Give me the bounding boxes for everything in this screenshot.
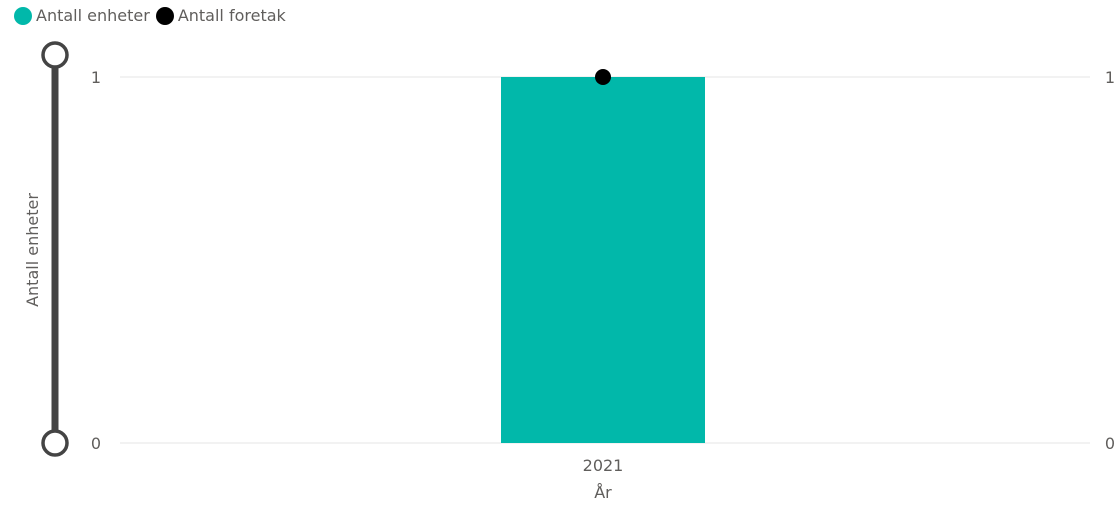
legend: Antall enheter Antall foretak xyxy=(14,6,286,25)
legend-item-antall-enheter[interactable]: Antall enheter xyxy=(14,6,150,25)
legend-swatch-teal xyxy=(14,6,32,25)
y-tick-label: 0 xyxy=(91,434,101,453)
bars xyxy=(501,77,705,443)
x-axis-ticks: 2021 xyxy=(583,456,624,475)
points xyxy=(595,69,611,85)
y2-tick-label: 0 xyxy=(1105,434,1115,453)
legend-label-antall-enheter: Antall enheter xyxy=(36,6,150,25)
y2-tick-label: 1 xyxy=(1105,68,1115,87)
bar[interactable] xyxy=(501,77,705,443)
legend-swatch-black xyxy=(155,6,174,25)
legend-item-antall-foretak[interactable]: Antall foretak xyxy=(155,6,286,25)
slider-handle-min[interactable] xyxy=(41,429,69,457)
range-slider[interactable] xyxy=(41,41,69,457)
legend-label-antall-foretak: Antall foretak xyxy=(177,6,286,25)
y-axis-ticks: 01 xyxy=(91,68,101,453)
y-axis-title: Antall enheter xyxy=(23,193,42,307)
y-tick-label: 1 xyxy=(91,68,101,87)
slider-handle-max[interactable] xyxy=(41,41,69,69)
x-tick-label: 2021 xyxy=(583,456,624,475)
x-axis-title: År xyxy=(594,483,612,502)
data-point[interactable] xyxy=(595,69,611,85)
y2-axis-ticks: 01 xyxy=(1105,68,1115,453)
